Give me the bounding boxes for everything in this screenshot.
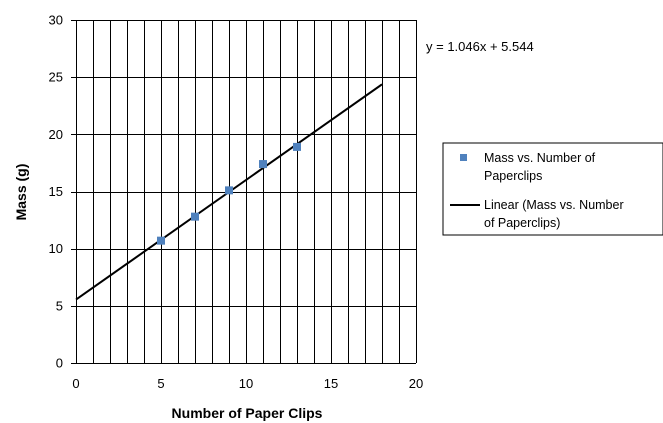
x-tick-label: 10 [239, 376, 253, 391]
x-tick-label: 5 [157, 376, 164, 391]
data-point [293, 142, 301, 151]
y-axis-title: Mass (g) [13, 164, 29, 221]
y-tick-label: 20 [49, 127, 63, 142]
y-tick-label: 0 [56, 356, 63, 371]
y-tick-label: 15 [49, 184, 63, 199]
data-point [191, 212, 199, 221]
legend-scatter-marker [460, 154, 467, 161]
x-tick-labels: 0 5 10 15 20 [72, 376, 423, 391]
legend-box [442, 142, 663, 236]
y-tick-label: 5 [56, 298, 63, 313]
legend-trendline-label-line1: Linear (Mass vs. Number [484, 198, 624, 212]
trendline-equation: y = 1.046x + 5.544 [426, 39, 534, 54]
legend-trendline-label-line2: of Paperclips) [484, 216, 560, 230]
y-tick-labels: 0 5 10 15 20 25 30 [49, 13, 63, 371]
data-point [259, 160, 267, 169]
y-tick-label: 10 [49, 241, 63, 256]
x-tick-label: 15 [324, 376, 338, 391]
legend-scatter-label-line1: Mass vs. Number of [484, 151, 596, 165]
legend: Mass vs. Number of Paperclips Linear (Ma… [442, 142, 663, 236]
x-axis-title: Number of Paper Clips [172, 405, 323, 421]
data-points [157, 142, 301, 245]
data-point [157, 236, 165, 245]
legend-scatter-label-line2: Paperclips [484, 169, 542, 183]
y-tick-label: 25 [49, 70, 63, 85]
x-tick-label: 0 [72, 376, 79, 391]
grid-lines [71, 20, 417, 364]
data-point [225, 186, 233, 195]
x-tick-label: 20 [409, 376, 423, 391]
y-tick-label: 30 [49, 13, 63, 28]
